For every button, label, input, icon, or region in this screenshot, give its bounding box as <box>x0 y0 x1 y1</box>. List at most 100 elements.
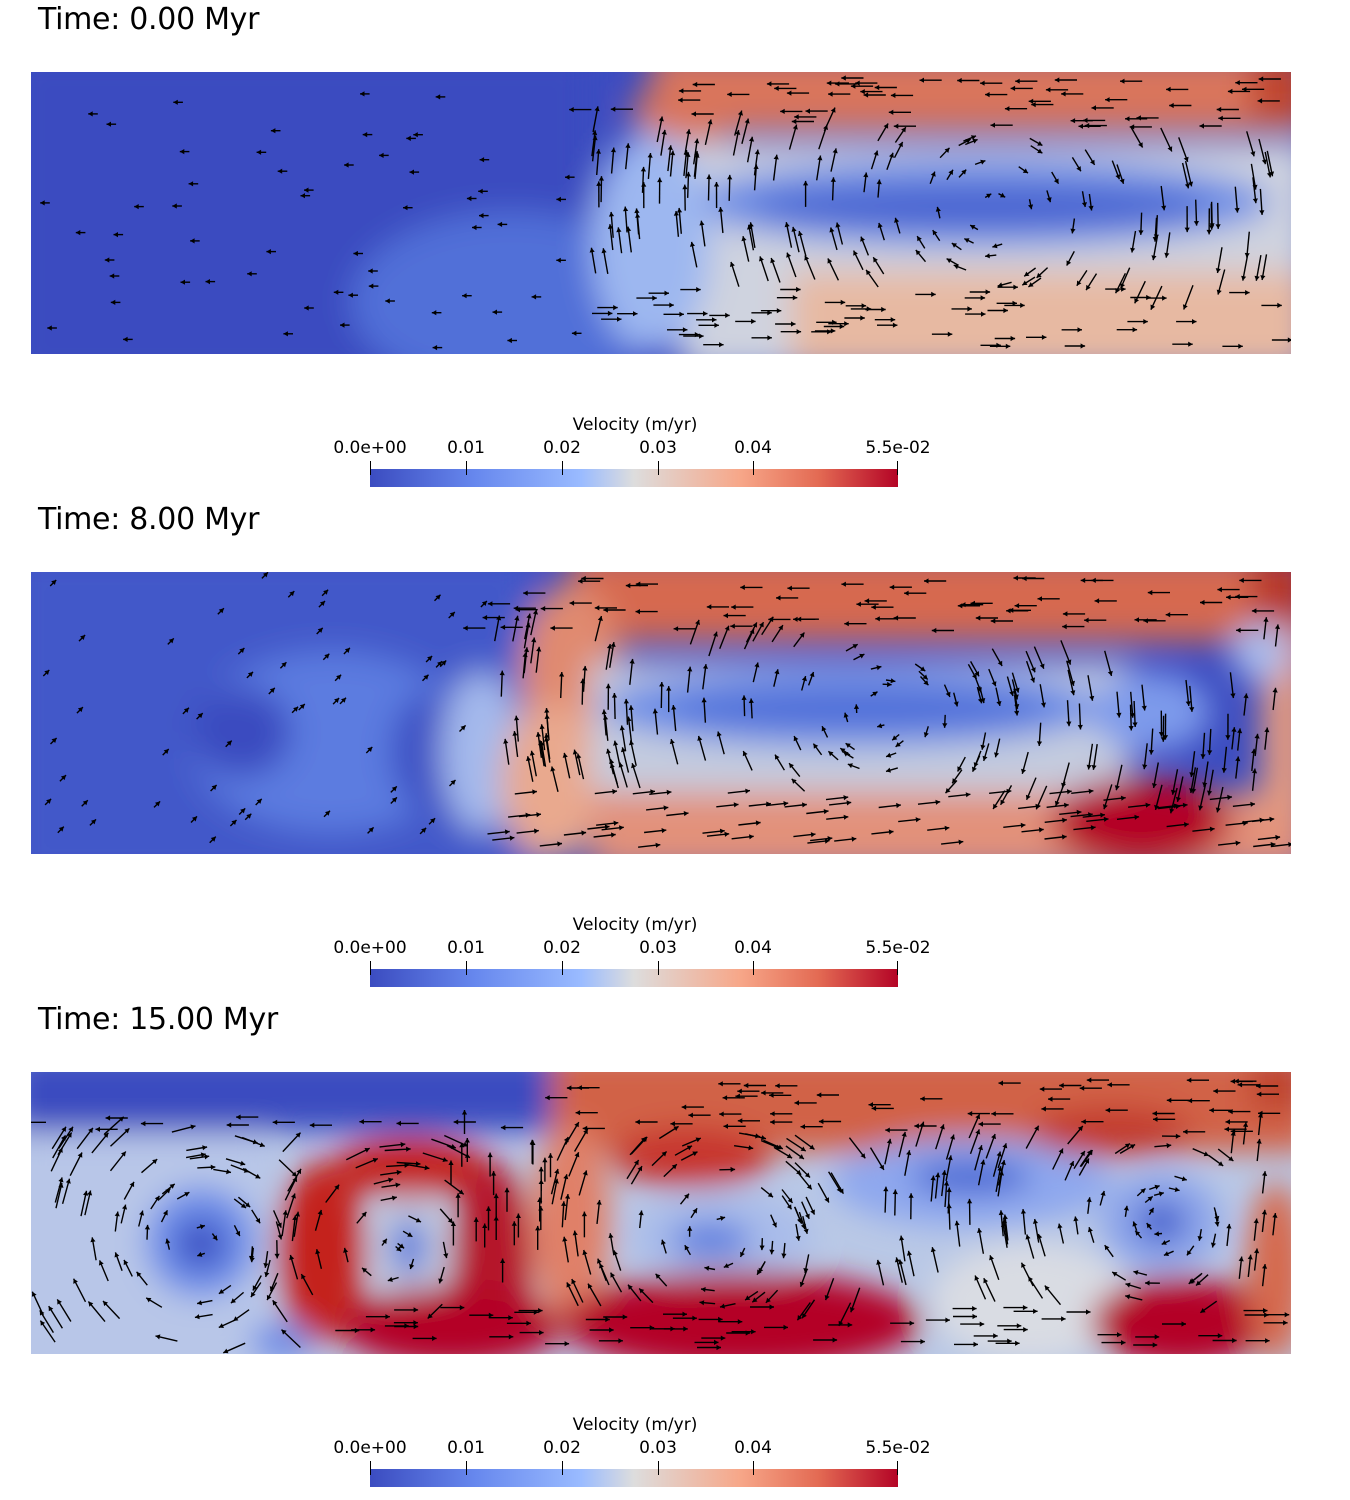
velocity-arrow-head <box>432 1335 437 1341</box>
velocity-arrow-head <box>197 713 203 719</box>
velocity-arrow-head <box>914 1123 919 1129</box>
velocity-arrow-head <box>504 829 510 835</box>
velocity-arrow-head <box>997 660 1003 666</box>
velocity-arrow-head <box>385 298 390 304</box>
velocity-arrow-head <box>967 1198 973 1204</box>
velocity-arrow-head <box>396 1246 402 1252</box>
velocity-arrow-head <box>839 323 845 330</box>
velocity-arrow-head <box>1005 343 1011 349</box>
velocity-arrow-head <box>283 331 288 337</box>
velocity-arrow-head <box>1070 228 1076 234</box>
velocity-arrow-head <box>448 1160 454 1165</box>
velocity-arrow-head <box>333 289 339 295</box>
velocity-arrow-head <box>985 92 990 98</box>
velocity-arrow-head <box>1260 275 1266 280</box>
velocity-arrow-head <box>629 658 635 664</box>
velocity-arrow-head <box>1162 295 1167 301</box>
velocity-arrow-head <box>597 1258 602 1264</box>
velocity-arrow-head <box>1013 284 1018 290</box>
velocity-arrow-head <box>692 1208 698 1214</box>
velocity-arrow-head <box>990 618 996 624</box>
velocity-arrow-head <box>694 150 700 156</box>
velocity-arrow-head <box>767 335 772 341</box>
velocity-arrow-head <box>80 635 86 640</box>
velocity-arrow-head <box>277 1222 282 1228</box>
velocity-arrow-head <box>1217 1333 1223 1339</box>
velocity-arrow-head <box>770 1111 775 1117</box>
velocity-arrow-head <box>289 591 295 597</box>
velocity-arrow-head <box>871 604 876 610</box>
velocity-arrow-head <box>1226 594 1231 600</box>
velocity-arrow-head <box>1197 1236 1203 1241</box>
velocity-arrow-head <box>103 1132 109 1138</box>
velocity-arrow-head <box>566 1282 572 1288</box>
velocity-arrow-head <box>953 701 959 707</box>
velocity-arrow-head <box>323 589 329 595</box>
velocity-arrow-head <box>1215 224 1221 229</box>
velocity-arrow-head <box>582 665 588 671</box>
velocity-arrow-head <box>1274 624 1280 630</box>
velocity-arrow-head <box>293 706 299 712</box>
velocity-arrow-head <box>1076 809 1082 815</box>
velocity-arrow-head <box>500 1258 506 1263</box>
velocity-arrow-head <box>129 1181 135 1188</box>
velocity-arrow-head <box>406 1146 411 1152</box>
velocity-arrow-head <box>1024 271 1030 277</box>
velocity-arrow-head <box>379 152 384 158</box>
velocity-arrow-head <box>90 1237 96 1243</box>
velocity-arrow-head <box>607 310 613 316</box>
velocity-arrow-head <box>786 1153 793 1159</box>
velocity-arrow-head <box>106 121 111 127</box>
velocity-arrow-head <box>44 670 50 675</box>
velocity-arrow-head <box>699 220 705 226</box>
velocity-arrow-head <box>184 1192 190 1197</box>
velocity-arrow-head <box>536 812 541 818</box>
velocity-arrow-head <box>642 1136 648 1142</box>
colorbar-title: Velocity (m/yr) <box>572 1415 698 1435</box>
colorbar-tick-mark <box>658 1461 659 1475</box>
velocity-arrow-head <box>781 1253 787 1259</box>
velocity-arrow-head <box>292 1215 298 1221</box>
velocity-arrow-head <box>295 1132 301 1138</box>
velocity-arrow-head <box>334 1184 340 1190</box>
velocity-arrow-head <box>757 1269 762 1275</box>
velocity-arrow-head <box>1016 1323 1022 1329</box>
velocity-arrow-head <box>836 1187 842 1193</box>
velocity-arrow-head <box>359 1119 364 1125</box>
velocity-arrow-head <box>134 204 139 210</box>
velocity-arrow-head <box>730 623 735 629</box>
velocity-arrow-head <box>1121 286 1126 292</box>
velocity-arrow-head <box>617 316 622 322</box>
velocity-arrow-head <box>894 1257 900 1263</box>
velocity-arrow-head <box>961 169 967 175</box>
velocity-arrow-head <box>240 1203 246 1208</box>
velocity-arrow-head <box>1125 116 1130 122</box>
velocity-arrow-head <box>529 1139 535 1145</box>
velocity-arrow-head <box>427 656 433 661</box>
velocity-arrow-head <box>961 602 966 608</box>
velocity-arrow-head <box>875 616 880 622</box>
velocity-arrow-head <box>723 613 728 619</box>
velocity-arrow-head <box>1100 1190 1106 1196</box>
velocity-arrow-head <box>979 1321 985 1327</box>
velocity-arrow-head <box>873 257 878 263</box>
velocity-arrow-head <box>749 834 754 840</box>
velocity-arrow-head <box>945 1317 950 1323</box>
velocity-arrow-head <box>706 604 712 610</box>
velocity-arrow-head <box>930 171 936 177</box>
velocity-arrow-head <box>720 1335 726 1341</box>
velocity-arrow-head <box>1266 172 1272 178</box>
velocity-arrow-head <box>904 590 909 596</box>
velocity-arrow-head <box>946 1203 952 1209</box>
velocity-arrow-head <box>1059 1082 1064 1089</box>
velocity-arrow-head <box>1166 1097 1172 1103</box>
colorbar-tick-mark <box>370 1461 371 1475</box>
velocity-arrow-head <box>348 292 353 298</box>
velocity-arrow-head <box>1090 825 1096 831</box>
velocity-arrow-head <box>1261 159 1267 165</box>
velocity-arrow-head <box>492 309 497 315</box>
velocity-arrow-head <box>965 792 971 798</box>
velocity-arrow-head <box>109 273 115 279</box>
velocity-arrow-head <box>409 169 414 175</box>
velocity-arrow-head <box>562 752 568 758</box>
